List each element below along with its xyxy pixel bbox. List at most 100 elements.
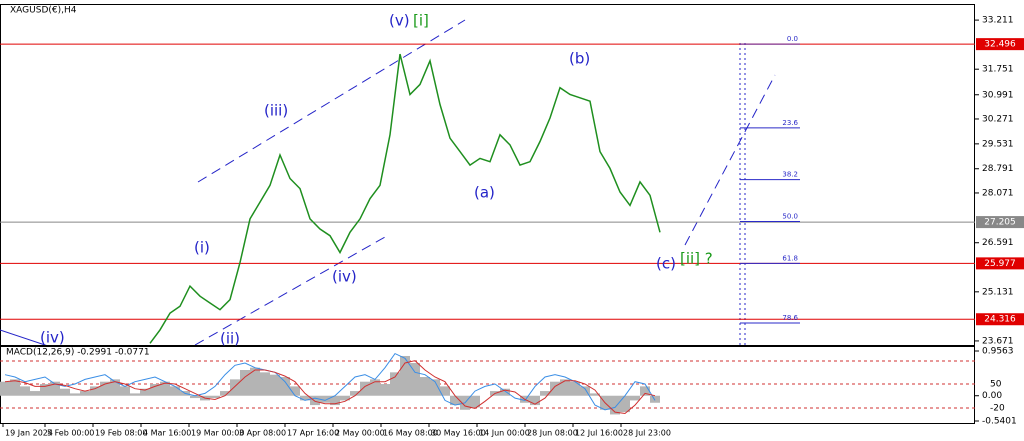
macd-bar — [100, 381, 110, 396]
macd-bar — [130, 393, 140, 396]
macd-bar — [140, 388, 150, 396]
price-level-label: 24.316 — [984, 315, 1016, 325]
macd-bar — [560, 379, 570, 396]
wave-label: (b) — [569, 50, 590, 68]
macd-bar — [300, 395, 310, 401]
wave-label: (c) — [656, 255, 676, 273]
price-level-box — [976, 38, 1024, 51]
wave-label: (iii) — [264, 102, 288, 120]
y-tick-label: 26.591 — [982, 238, 1014, 248]
x-tick-label: 4 Mar 16:00 — [143, 429, 191, 438]
level-label: 50 — [990, 380, 1002, 390]
macd-frame — [0, 346, 975, 424]
macd-bar — [120, 386, 130, 396]
macd-bar — [40, 384, 50, 396]
x-tick-label: 19 Jan 2024 — [5, 429, 53, 438]
macd-bar — [320, 395, 330, 403]
macd-bar — [270, 374, 280, 396]
macd-bar — [370, 379, 380, 396]
price-frame — [0, 4, 975, 346]
x-tick-label: 30 May 16:00 — [431, 429, 486, 438]
macd-bar — [380, 384, 390, 396]
price-level-label: 27.205 — [984, 218, 1016, 228]
macd-bar — [540, 391, 550, 396]
macd-bar — [260, 372, 270, 396]
macd-bar — [340, 395, 350, 401]
macd-bar — [240, 370, 250, 396]
macd-bar — [350, 391, 360, 396]
y-tick-label: 0.00 — [982, 391, 1002, 401]
x-tick-label: 17 Apr 16:00 — [287, 429, 339, 438]
fib-label: 38.2 — [782, 171, 798, 179]
wave-label: (a) — [474, 184, 495, 202]
macd-panel — [0, 352, 975, 415]
macd-bar — [640, 386, 650, 396]
price-level-box — [976, 216, 1024, 229]
level-label: -20 — [990, 404, 1005, 414]
y-tick-label: 25.131 — [982, 287, 1014, 297]
fib-label: 50.0 — [782, 213, 798, 221]
y-tick-label: 0.9563 — [982, 347, 1014, 357]
macd-bar — [110, 379, 120, 396]
macd-bar — [60, 388, 70, 396]
macd-bar — [530, 395, 540, 406]
x-tick-label: 19 Feb 08:00 — [95, 429, 147, 438]
macd-bar — [360, 381, 370, 396]
x-tick-label: 14 Jun 00:00 — [479, 429, 530, 438]
macd-bar — [580, 386, 590, 396]
x-tick-label: 5 Feb 00:00 — [47, 429, 94, 438]
macd-bar — [330, 395, 340, 406]
macd-line — [4, 360, 656, 415]
x-tick-label: 28 Jul 23:00 — [623, 429, 671, 438]
price-line — [149, 53, 661, 344]
wave-label: (iv) — [332, 268, 357, 286]
macd-bar — [440, 386, 450, 396]
macd-bar — [590, 393, 600, 396]
macd-bar — [500, 388, 510, 396]
x-tick-label: 2 May 00:00 — [335, 429, 385, 438]
y-tick-label: 31.751 — [982, 65, 1014, 75]
macd-bar — [410, 362, 420, 396]
macd-bar — [230, 379, 240, 396]
y-tick-label: 28.791 — [982, 164, 1014, 174]
price-level-label: 32.496 — [984, 40, 1016, 50]
y-tick-label: 28.071 — [982, 188, 1014, 198]
macd-bar — [90, 386, 100, 396]
wave-label: (v) — [389, 12, 410, 30]
macd-bar — [450, 395, 460, 406]
macd-bar — [570, 381, 580, 396]
x-tick-label: 3 Apr 08:00 — [239, 429, 286, 438]
price-level-box — [976, 257, 1024, 270]
macd-bar — [390, 372, 400, 396]
wave-label: [ii] ? — [680, 250, 713, 268]
macd-bar — [630, 395, 640, 401]
macd-bar — [70, 393, 80, 396]
wave-label: (iv) — [40, 329, 65, 347]
x-tick-label: 12 Jul 16:00 — [575, 429, 623, 438]
macd-bar — [80, 391, 90, 396]
projection-line — [684, 74, 776, 246]
macd-bar — [170, 386, 180, 396]
fib-label: 0.0 — [787, 35, 798, 43]
chart-title: XAGUSD(€),H4 — [10, 6, 77, 16]
x-tick-label: 19 Mar 00:00 — [191, 429, 244, 438]
macd-bar — [290, 386, 300, 396]
macd-bar — [430, 379, 440, 396]
y-tick-label: 33.211 — [982, 16, 1014, 26]
x-tick-label: 16 May 08:00 — [383, 429, 438, 438]
macd-bar — [470, 395, 480, 408]
y-tick-label: 23.671 — [982, 336, 1014, 346]
macd-bar — [420, 377, 430, 396]
macd-bar — [190, 395, 200, 399]
macd-line — [4, 352, 656, 411]
macd-bar — [400, 355, 410, 396]
macd-bar — [20, 386, 30, 396]
macd-bar — [0, 381, 10, 396]
macd-bar — [280, 377, 290, 396]
channel-line — [197, 19, 466, 183]
macd-bar — [550, 381, 560, 396]
wave-label: [i] — [413, 12, 429, 30]
channel-line — [194, 236, 386, 345]
fib-label: 23.6 — [782, 119, 798, 127]
